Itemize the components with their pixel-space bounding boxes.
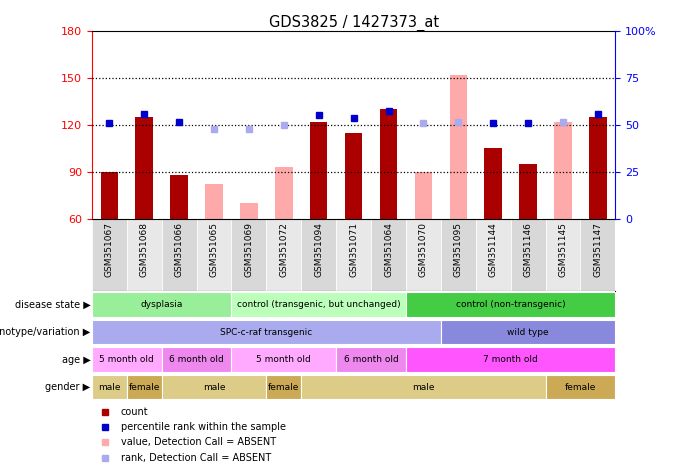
Bar (267, 219, 301, 291)
Bar (415, 172, 432, 219)
Text: GSM351094: GSM351094 (314, 222, 323, 277)
Bar (554, 122, 572, 219)
Title: GDS3825 / 1427373_at: GDS3825 / 1427373_at (269, 15, 439, 31)
Text: wild type: wild type (507, 328, 549, 337)
Bar (406, 219, 441, 291)
Text: 7 month old: 7 month old (483, 355, 538, 364)
Bar (170, 175, 188, 219)
Bar (126, 374, 162, 400)
Bar (406, 292, 615, 317)
Text: GSM351067: GSM351067 (105, 222, 114, 277)
Bar (101, 172, 118, 219)
Text: genotype/variation ▶: genotype/variation ▶ (0, 327, 90, 337)
Text: GSM351066: GSM351066 (175, 222, 184, 277)
Text: SPC-c-raf transgenic: SPC-c-raf transgenic (220, 328, 312, 337)
Text: GSM351147: GSM351147 (594, 222, 602, 277)
Bar (92, 347, 162, 372)
Bar (92, 219, 126, 291)
Text: 6 month old: 6 month old (343, 355, 398, 364)
Text: GSM351069: GSM351069 (244, 222, 254, 277)
Text: age ▶: age ▶ (62, 355, 90, 365)
Text: GSM351095: GSM351095 (454, 222, 463, 277)
Bar (301, 219, 336, 291)
Bar (240, 203, 258, 219)
Bar (231, 347, 336, 372)
Bar (135, 117, 153, 219)
Bar (345, 133, 362, 219)
Text: 5 month old: 5 month old (99, 355, 154, 364)
Bar (441, 320, 615, 345)
Bar (545, 219, 581, 291)
Bar (371, 219, 406, 291)
Bar (162, 374, 267, 400)
Bar (267, 374, 301, 400)
Text: GSM351145: GSM351145 (558, 222, 568, 277)
Text: percentile rank within the sample: percentile rank within the sample (120, 422, 286, 432)
Text: GSM351064: GSM351064 (384, 222, 393, 277)
Bar (205, 184, 222, 219)
Text: 6 month old: 6 month old (169, 355, 224, 364)
Text: GSM351144: GSM351144 (489, 222, 498, 277)
Bar (126, 219, 162, 291)
Bar (511, 219, 545, 291)
Text: female: female (129, 383, 160, 392)
Bar (162, 219, 197, 291)
Text: GSM351068: GSM351068 (139, 222, 149, 277)
Text: dysplasia: dysplasia (141, 300, 183, 309)
Text: count: count (120, 407, 148, 417)
Text: rank, Detection Call = ABSENT: rank, Detection Call = ABSENT (120, 453, 271, 463)
Bar (581, 219, 615, 291)
Text: GSM351146: GSM351146 (524, 222, 532, 277)
Bar (589, 117, 607, 219)
Bar (520, 164, 537, 219)
Text: value, Detection Call = ABSENT: value, Detection Call = ABSENT (120, 438, 275, 447)
Bar (379, 109, 397, 219)
Text: female: female (565, 383, 596, 392)
Bar (231, 219, 267, 291)
Bar (441, 219, 476, 291)
Text: control (transgenic, but unchanged): control (transgenic, but unchanged) (237, 300, 401, 309)
Text: GSM351071: GSM351071 (349, 222, 358, 277)
Bar (231, 292, 406, 317)
Bar (449, 74, 467, 219)
Bar (484, 148, 502, 219)
Text: control (non-transgenic): control (non-transgenic) (456, 300, 566, 309)
Bar (301, 374, 545, 400)
Bar (336, 347, 406, 372)
Text: GSM351070: GSM351070 (419, 222, 428, 277)
Text: male: male (412, 383, 435, 392)
Bar (92, 292, 231, 317)
Bar (197, 219, 231, 291)
Text: GSM351065: GSM351065 (209, 222, 218, 277)
Bar (336, 219, 371, 291)
Text: GSM351072: GSM351072 (279, 222, 288, 277)
Bar (476, 219, 511, 291)
Text: male: male (98, 383, 120, 392)
Text: gender ▶: gender ▶ (46, 382, 90, 392)
Bar (162, 347, 231, 372)
Bar (92, 320, 441, 345)
Text: 5 month old: 5 month old (256, 355, 311, 364)
Bar (406, 347, 615, 372)
Bar (92, 374, 126, 400)
Text: female: female (268, 383, 299, 392)
Text: male: male (203, 383, 225, 392)
Text: disease state ▶: disease state ▶ (15, 300, 90, 310)
Bar (545, 374, 615, 400)
Bar (275, 167, 292, 219)
Bar (310, 122, 327, 219)
